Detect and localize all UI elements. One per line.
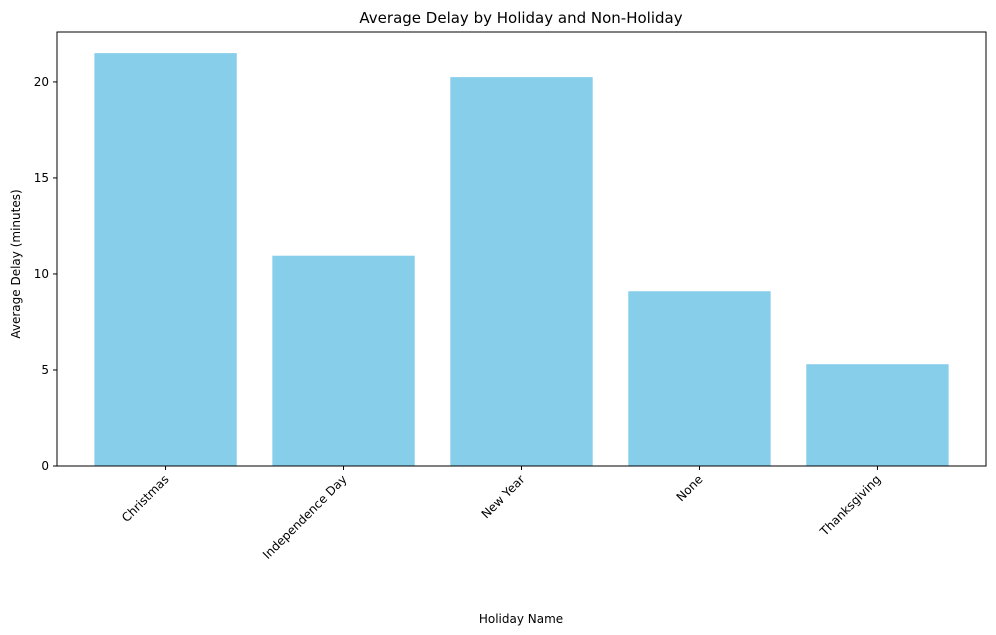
y-tick-label: 10 (34, 267, 49, 281)
x-tick-label: Independence Day (260, 472, 350, 562)
x-tick-label: Thanksgiving (817, 472, 884, 539)
x-axis: Christmas Independence Day New Year None Tha… (119, 466, 884, 562)
bar-independence-day (272, 255, 415, 466)
x-axis-label: Holiday Name (479, 612, 563, 626)
y-tick-label: 15 (34, 171, 49, 185)
y-axis: 0 5 10 15 20 (34, 75, 57, 473)
bar-thanksgiving (806, 364, 949, 466)
x-tick-label: New Year (479, 472, 528, 521)
plot-frame (56, 31, 987, 467)
y-axis-label: Average Delay (minutes) (9, 189, 23, 338)
y-tick-label: 0 (41, 459, 49, 473)
bar-none (628, 291, 771, 466)
chart-title: Average Delay by Holiday and Non-Holiday (359, 9, 682, 27)
bars-group (94, 53, 949, 466)
y-tick-label: 5 (41, 363, 49, 377)
y-tick-label: 20 (34, 75, 49, 89)
bar-new-year (450, 77, 593, 466)
x-tick-label: None (674, 472, 706, 504)
bar-christmas (94, 53, 237, 466)
x-tick-label: Christmas (119, 472, 172, 525)
